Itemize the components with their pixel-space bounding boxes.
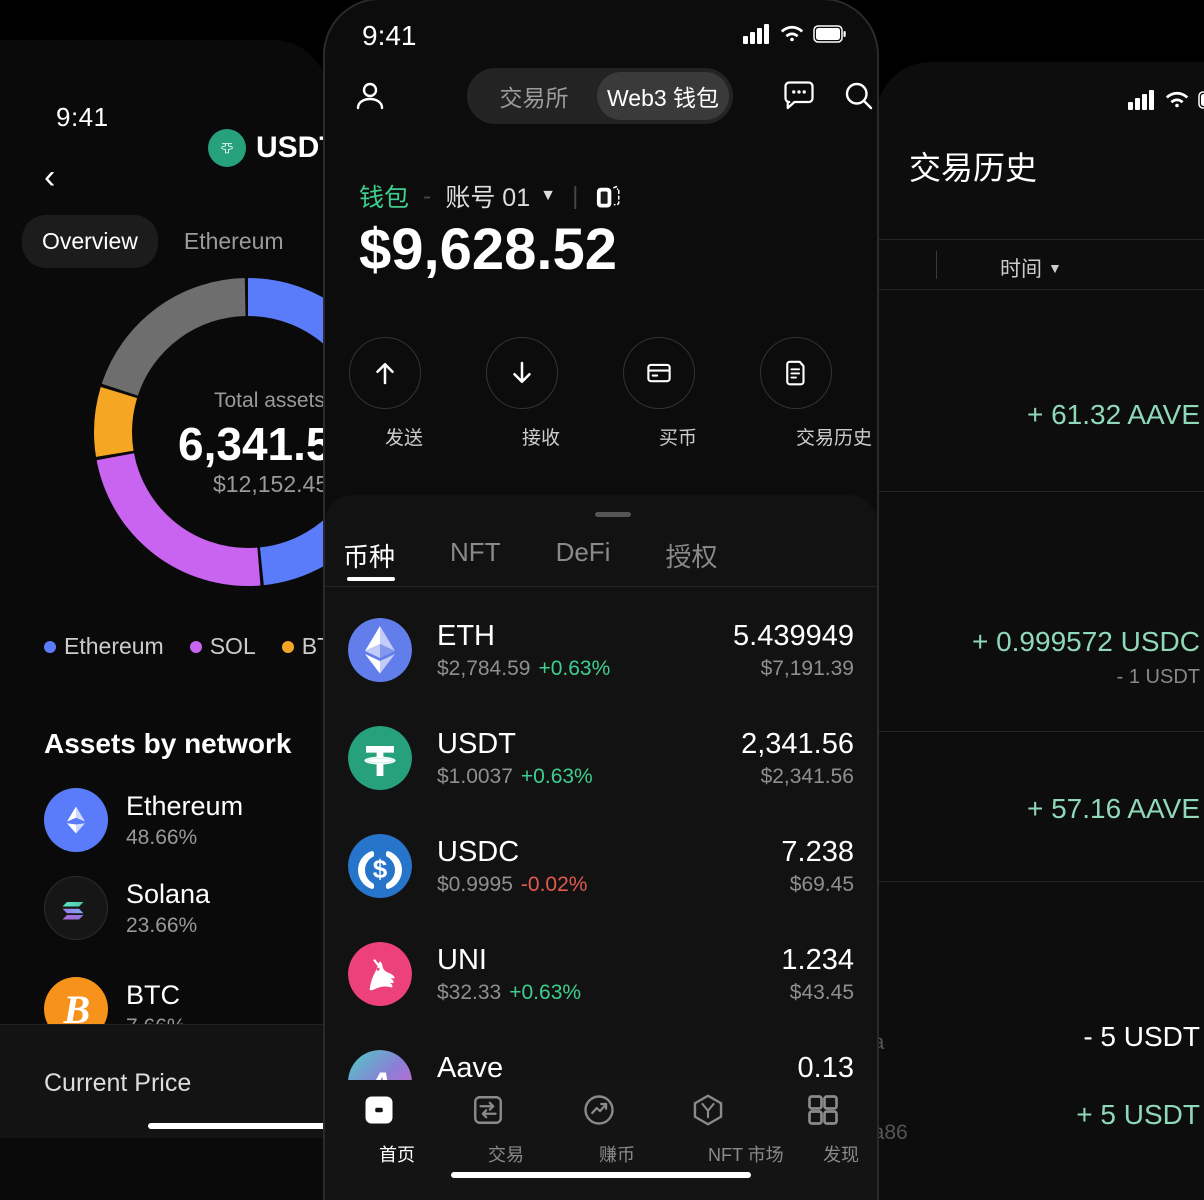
svg-text:$: $: [373, 854, 388, 884]
